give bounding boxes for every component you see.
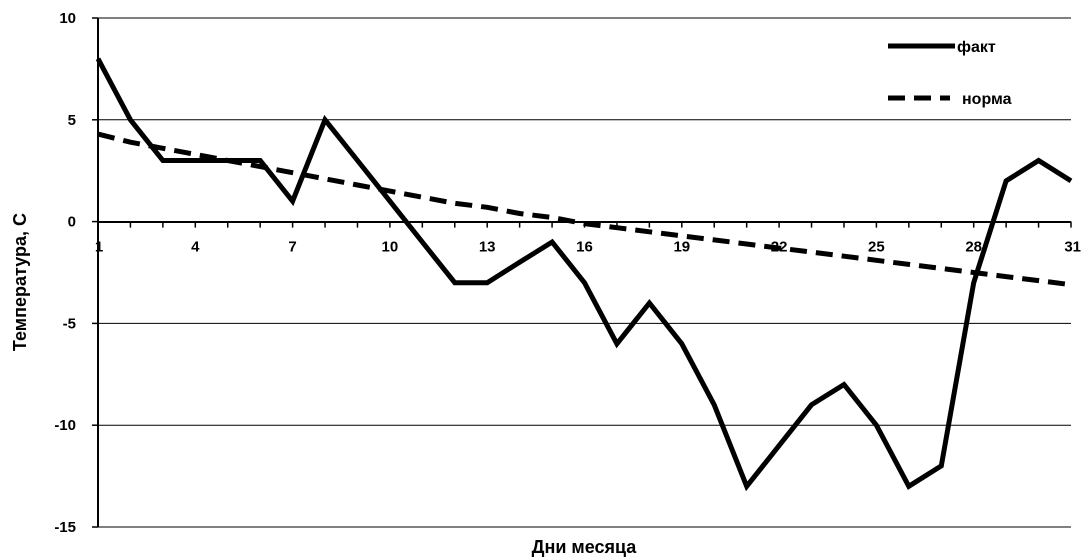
x-tick-labels: 1 4 7 10 13 16 19 22 25 28 31 (95, 221, 1081, 256)
x-tick-label: 19 (673, 239, 690, 256)
y-tick-label: 5 (68, 112, 76, 129)
y-tick-label: 10 (59, 10, 76, 27)
y-tick-labels: 10 5 0 -5 -10 -15 (54, 10, 98, 536)
x-tick-label: 10 (382, 239, 399, 256)
x-axis-title: Дни месяца (532, 537, 638, 557)
x-tick-label: 25 (868, 239, 885, 256)
series-line-norm (97, 131, 1072, 288)
y-tick-label: -10 (54, 417, 76, 434)
y-tick-label: -15 (54, 519, 76, 536)
x-tick-label: 1 (95, 239, 103, 256)
grid-lines (98, 17, 1071, 528)
x-tick-label: 4 (191, 239, 200, 256)
series-lines (95, 57, 1073, 492)
x-tick-label: 16 (576, 239, 593, 256)
x-tick-label: 7 (288, 239, 296, 256)
series-line-fact (95, 57, 1073, 492)
y-tick-label: -5 (63, 315, 76, 332)
x-tick-label: 13 (479, 239, 496, 256)
legend-label-fact: факт (957, 39, 996, 56)
legend-label-norm: норма (962, 91, 1012, 108)
axes (97, 18, 1071, 527)
y-axis-title: Температура, С (10, 213, 30, 351)
y-tick-label: 0 (68, 214, 76, 231)
x-tick-label: 28 (965, 239, 982, 256)
legend: факт норма (888, 39, 1012, 108)
x-tick-label: 31 (1064, 239, 1081, 256)
